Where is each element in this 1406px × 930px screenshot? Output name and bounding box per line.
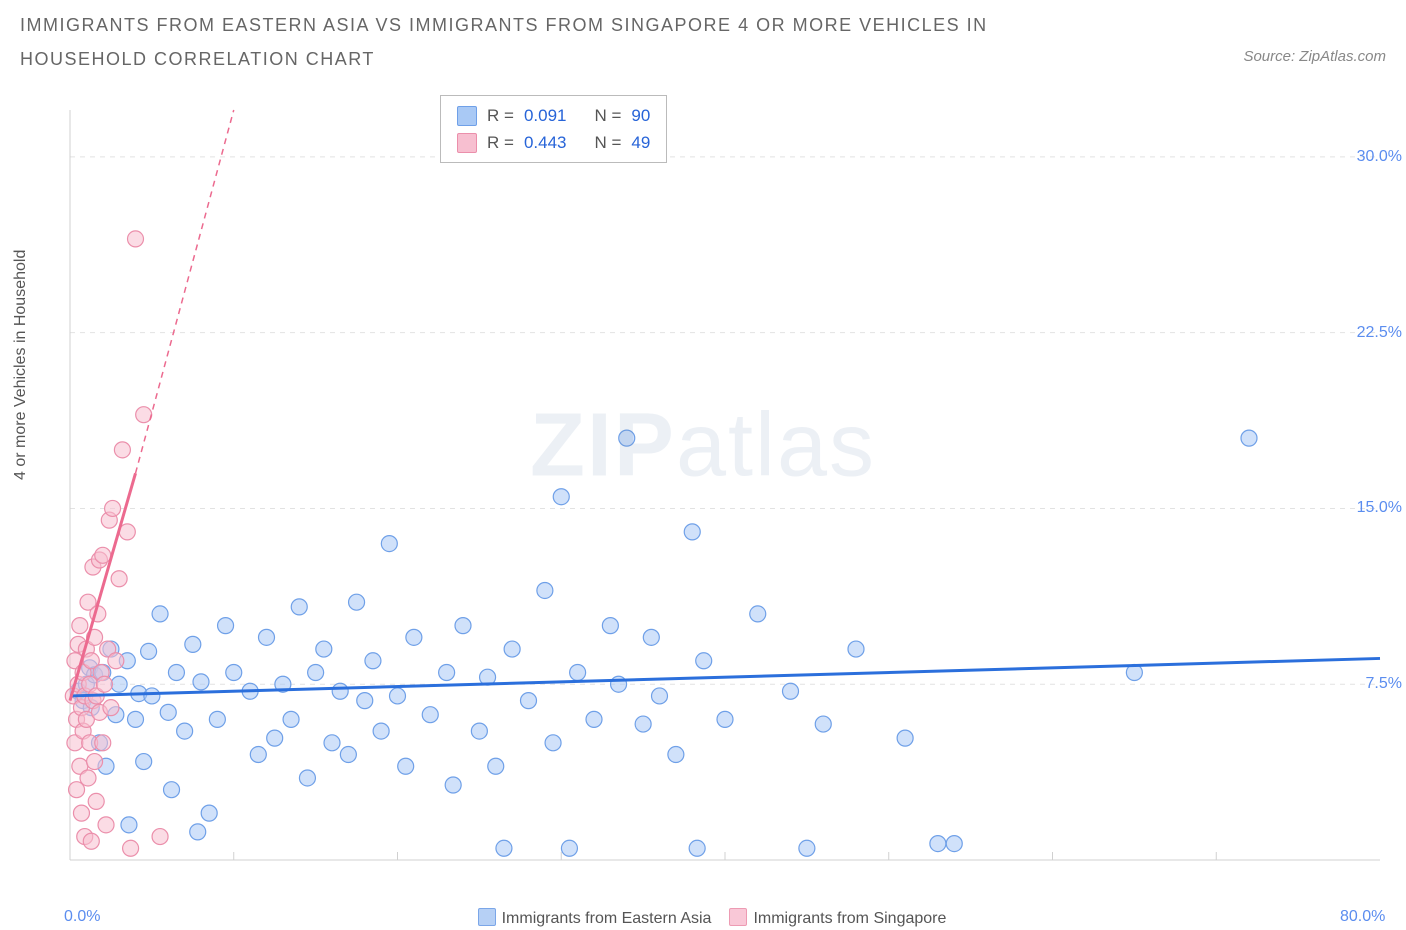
r-label: R =	[487, 129, 514, 156]
n-value: 90	[631, 102, 650, 129]
stats-legend-box: R = 0.091 N = 90 R = 0.443 N = 49	[440, 95, 667, 163]
y-axis-label: 4 or more Vehicles in Household	[12, 250, 30, 480]
legend-label: Immigrants from Eastern Asia	[502, 910, 712, 927]
series-swatch	[457, 133, 477, 153]
scatter-plot	[60, 100, 1390, 880]
y-grid-label: 7.5%	[1366, 675, 1402, 693]
n-value: 49	[631, 129, 650, 156]
stats-row: R = 0.091 N = 90	[457, 102, 650, 129]
chart-title: IMMIGRANTS FROM EASTERN ASIA VS IMMIGRAN…	[20, 8, 1120, 76]
r-value: 0.443	[524, 129, 567, 156]
r-value: 0.091	[524, 102, 567, 129]
legend-swatch	[478, 908, 496, 926]
y-grid-label: 22.5%	[1357, 324, 1402, 342]
y-grid-label: 30.0%	[1357, 148, 1402, 166]
series-swatch	[457, 106, 477, 126]
legend-label: Immigrants from Singapore	[753, 910, 946, 927]
series-legend: Immigrants from Eastern Asia Immigrants f…	[0, 908, 1406, 928]
n-label: N =	[594, 102, 621, 129]
chart-area	[60, 100, 1390, 880]
r-label: R =	[487, 102, 514, 129]
n-label: N =	[594, 129, 621, 156]
x-axis-max-label: 80.0%	[1340, 908, 1385, 926]
x-axis-min-label: 0.0%	[64, 908, 100, 926]
y-grid-label: 15.0%	[1357, 499, 1402, 517]
source-credit: Source: ZipAtlas.com	[1243, 48, 1386, 65]
legend-swatch	[729, 908, 747, 926]
stats-row: R = 0.443 N = 49	[457, 129, 650, 156]
